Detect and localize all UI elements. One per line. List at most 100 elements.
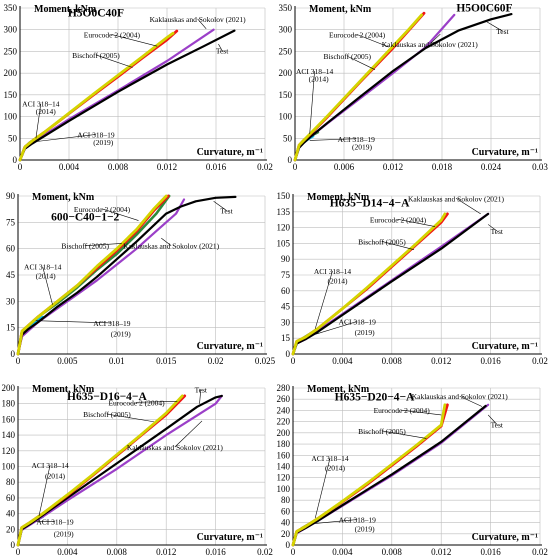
series-annotation: Test bbox=[220, 207, 233, 216]
x-tick-label: 0.03 bbox=[532, 162, 548, 172]
series-annotation: Test bbox=[491, 420, 504, 429]
grid bbox=[293, 387, 541, 545]
y-tick-label: 135 bbox=[277, 207, 291, 217]
x-axis-title: Curvature, m⁻¹ bbox=[197, 341, 263, 352]
series-annotation: Bischoff (2005) bbox=[61, 242, 109, 251]
label-leader-line bbox=[381, 430, 427, 439]
series-annotation: Test bbox=[216, 47, 229, 56]
y-tick-label: 0 bbox=[11, 540, 16, 550]
y-axis-title: Moment, kNm bbox=[307, 192, 370, 203]
y-tick-label: 180 bbox=[277, 439, 291, 449]
label-leader-line bbox=[35, 103, 42, 139]
series-annotation: (2019) bbox=[111, 329, 131, 338]
label-leader-line bbox=[312, 321, 358, 336]
label-leader-line bbox=[197, 18, 207, 30]
chart-title: H5O0C40F bbox=[68, 8, 124, 20]
x-tick-label: 0 bbox=[16, 356, 21, 366]
series-annotation: ACI 318–14 bbox=[314, 267, 352, 276]
grid bbox=[18, 195, 266, 354]
label-leader-line bbox=[314, 457, 331, 519]
label-leader-line bbox=[486, 21, 503, 32]
y-tick-label: 40 bbox=[6, 509, 16, 519]
y-tick-label: 0 bbox=[11, 349, 16, 359]
x-tick-label: 0.02 bbox=[532, 547, 548, 555]
grid bbox=[20, 7, 266, 160]
chart-title: H5O0C60F bbox=[456, 2, 512, 14]
y-tick-label: 105 bbox=[277, 238, 291, 248]
x-tick-label: 0.015 bbox=[156, 356, 177, 366]
x-tick-label: 0.004 bbox=[332, 356, 353, 366]
label-leader-line bbox=[106, 413, 154, 423]
chart-title: H635−D16−4−A bbox=[67, 391, 147, 403]
y-tick-label: 120 bbox=[277, 223, 291, 233]
series-annotation: Bischoff (2005) bbox=[72, 51, 120, 60]
y-tick-label: 15 bbox=[281, 333, 291, 343]
x-tick-label: 0.008 bbox=[382, 356, 403, 366]
y-tick-label: 160 bbox=[2, 414, 16, 424]
x-tick-label: 0.02 bbox=[208, 356, 224, 366]
series-annotation: Eurocode 2 (2004) bbox=[108, 398, 165, 407]
series-annotation: Kaklauskas and Sokolov (2021) bbox=[150, 15, 247, 24]
label-leader-line bbox=[347, 55, 376, 70]
chart-panel-5: 0 0.004 0.008 0.012 0.016 0.02 0 20 40 60 80 100 120… bbox=[2, 383, 273, 555]
x-tick-label: 0 bbox=[291, 356, 296, 366]
y-tick-label: 75 bbox=[6, 217, 16, 227]
x-tick-label: 0.02 bbox=[257, 162, 273, 172]
y-tick-label: 60 bbox=[281, 286, 291, 296]
series-annotation: (2019) bbox=[93, 138, 113, 147]
series-line-kaklauskas bbox=[16, 198, 186, 356]
y-tick-label: 180 bbox=[2, 399, 16, 409]
series-annotation: ACI 318–19 bbox=[36, 518, 74, 527]
y-tick-label: 45 bbox=[6, 270, 16, 280]
y-tick-label: 140 bbox=[277, 462, 291, 472]
series-line-bischoff bbox=[16, 394, 184, 547]
y-tick-label: 50 bbox=[8, 133, 18, 143]
series-annotation: ACI 318–14 bbox=[24, 263, 62, 272]
chart-panel-3: 0 0.005 0.01 0.015 0.02 0.025 0 15 30 45 60 75 90 Mom… bbox=[6, 191, 276, 366]
x-tick-label: 0.016 bbox=[480, 356, 501, 366]
y-tick-label: 160 bbox=[277, 450, 291, 460]
label-leader-line bbox=[161, 237, 172, 246]
label-leader-line bbox=[95, 54, 133, 68]
series-annotation: (2014) bbox=[327, 276, 347, 285]
series-annotation: ACI 318–14 bbox=[22, 100, 60, 109]
series-annotation: ACI 318–14 bbox=[311, 454, 349, 463]
y-tick-label: 90 bbox=[281, 254, 291, 264]
series-annotation: Kaklauskas and Sokolov (2021) bbox=[127, 443, 224, 452]
y-tick-label: 140 bbox=[2, 430, 16, 440]
x-axis-title: Curvature, m⁻¹ bbox=[472, 341, 538, 352]
label-leader-line bbox=[38, 465, 51, 517]
label-leader-line bbox=[455, 198, 481, 215]
y-tick-label: 260 bbox=[277, 394, 291, 404]
y-tick-label: 200 bbox=[277, 428, 291, 438]
series-annotation: (2019) bbox=[355, 525, 375, 534]
label-leader-line bbox=[397, 219, 436, 227]
y-tick-label: 300 bbox=[4, 25, 18, 35]
series-annotation: ACI 318–19 bbox=[339, 318, 377, 327]
y-tick-label: 300 bbox=[279, 25, 293, 35]
series-annotation: Test bbox=[496, 27, 509, 36]
y-tick-label: 120 bbox=[277, 473, 291, 483]
series-annotation: Eurocode 2 (2004) bbox=[84, 31, 141, 40]
series-annotation: Kaklauskas and Sokolov (2021) bbox=[382, 40, 479, 49]
y-tick-label: 280 bbox=[277, 383, 291, 393]
x-tick-label: 0.012 bbox=[157, 162, 177, 172]
series-annotation: (2019) bbox=[355, 328, 375, 337]
x-tick-label: 0.008 bbox=[108, 162, 129, 172]
series-line-bischoff bbox=[291, 212, 447, 356]
series-annotation: (2014) bbox=[325, 463, 345, 472]
series-line-test bbox=[291, 212, 490, 356]
series-annotation: Eurocode 2 (2004) bbox=[374, 406, 431, 415]
series-annotation: Eurocode 2 (2004) bbox=[74, 205, 131, 214]
x-tick-label: 0.016 bbox=[206, 162, 227, 172]
series-annotation: (2014) bbox=[36, 272, 56, 281]
label-leader-line bbox=[312, 519, 358, 524]
x-tick-label: 0.012 bbox=[431, 356, 451, 366]
y-tick-label: 15 bbox=[6, 323, 16, 333]
series-annotation: Bischoff (2005) bbox=[323, 52, 371, 61]
label-leader-line bbox=[42, 266, 53, 305]
series-annotation: ACI 318–14 bbox=[296, 67, 334, 76]
x-tick-label: 0 bbox=[293, 162, 298, 172]
series-line-bischoff bbox=[16, 194, 168, 356]
